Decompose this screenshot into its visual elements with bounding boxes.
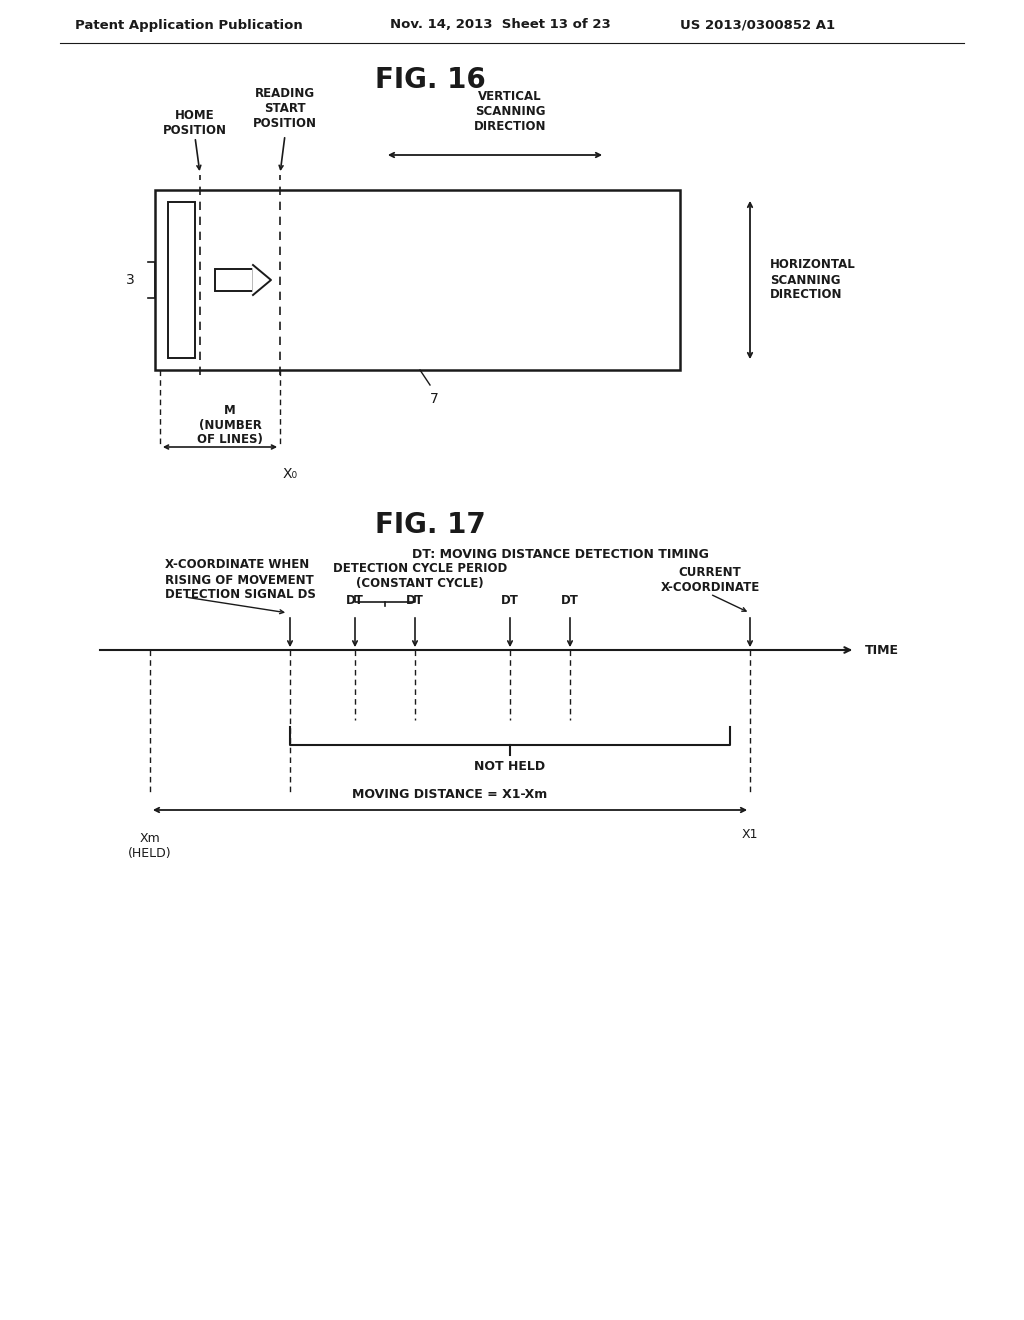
Text: DT: DT	[561, 594, 579, 606]
Text: HOME
POSITION: HOME POSITION	[163, 110, 227, 137]
Text: X1: X1	[741, 828, 758, 841]
Text: DT: MOVING DISTANCE DETECTION TIMING: DT: MOVING DISTANCE DETECTION TIMING	[412, 549, 709, 561]
Bar	[155, 190, 680, 370]
Text: 7: 7	[430, 392, 438, 407]
Text: CURRENT
X-COORDINATE: CURRENT X-COORDINATE	[660, 566, 760, 594]
Text: VERTICAL
SCANNING
DIRECTION: VERTICAL SCANNING DIRECTION	[474, 90, 546, 133]
Text: FIG. 17: FIG. 17	[375, 511, 485, 539]
Polygon shape	[253, 265, 271, 294]
Text: Xm
(HELD): Xm (HELD)	[128, 832, 172, 861]
Text: Nov. 14, 2013  Sheet 13 of 23: Nov. 14, 2013 Sheet 13 of 23	[390, 18, 610, 32]
Text: X-COORDINATE WHEN
RISING OF MOVEMENT
DETECTION SIGNAL DS: X-COORDINATE WHEN RISING OF MOVEMENT DET…	[165, 558, 315, 602]
Text: Patent Application Publication: Patent Application Publication	[75, 18, 303, 32]
Text: READING
START
POSITION: READING START POSITION	[253, 87, 317, 129]
Bar	[215, 269, 253, 290]
Text: DETECTION CYCLE PERIOD
(CONSTANT CYCLE): DETECTION CYCLE PERIOD (CONSTANT CYCLE)	[333, 562, 507, 590]
Text: NOT HELD: NOT HELD	[474, 760, 546, 774]
Text: HORIZONTAL
SCANNING
DIRECTION: HORIZONTAL SCANNING DIRECTION	[770, 259, 856, 301]
Text: M
(NUMBER
OF LINES): M (NUMBER OF LINES)	[197, 404, 263, 446]
Text: US 2013/0300852 A1: US 2013/0300852 A1	[680, 18, 836, 32]
Text: TIME: TIME	[865, 644, 899, 656]
Text: DT: DT	[346, 594, 364, 606]
Text: DT: DT	[501, 594, 519, 606]
Text: X₀: X₀	[283, 467, 298, 480]
Text: DT: DT	[407, 594, 424, 606]
Bar	[168, 202, 195, 358]
Text: FIG. 16: FIG. 16	[375, 66, 485, 94]
Text: MOVING DISTANCE = X1-Xm: MOVING DISTANCE = X1-Xm	[352, 788, 548, 800]
Text: 3: 3	[126, 273, 135, 286]
